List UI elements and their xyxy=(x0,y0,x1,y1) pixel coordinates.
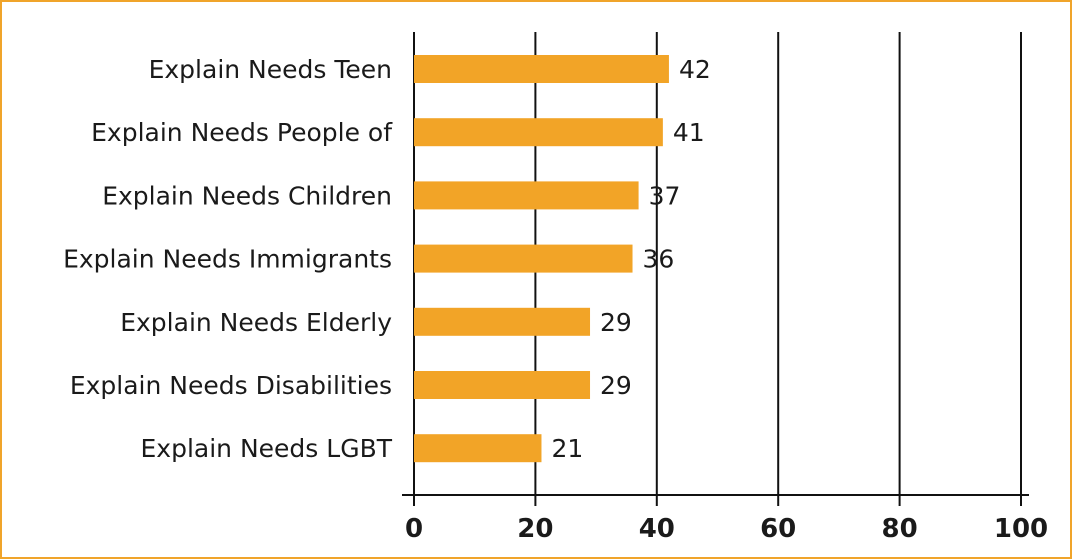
category-label-7: Explain Needs LGBT xyxy=(141,434,393,463)
bar-6 xyxy=(414,371,591,399)
x-tick-label-80: 80 xyxy=(882,514,918,544)
value-label-4: 36 xyxy=(643,245,675,274)
x-tick-label-100: 100 xyxy=(994,514,1048,544)
category-label-2: Explain Needs People of xyxy=(91,118,393,147)
category-labels: Explain Needs Teen Explain Needs People o… xyxy=(63,55,393,463)
value-label-2: 41 xyxy=(673,118,705,147)
category-label-4: Explain Needs Immigrants xyxy=(63,245,392,274)
bar-2 xyxy=(414,118,663,147)
x-axis: 0 20 40 60 80 100 xyxy=(402,494,1048,544)
value-label-6: 29 xyxy=(600,371,632,400)
x-tick-label-60: 60 xyxy=(760,514,796,544)
bar-4 xyxy=(414,244,633,273)
category-label-1: Explain Needs Teen xyxy=(149,55,392,84)
value-label-7: 21 xyxy=(551,434,583,463)
bar-5 xyxy=(414,307,591,336)
bars xyxy=(414,55,669,463)
value-label-3: 37 xyxy=(649,181,681,210)
bar-1 xyxy=(414,55,669,83)
gridlines xyxy=(413,32,1022,506)
value-labels: 42 41 37 36 29 29 21 xyxy=(551,55,710,463)
x-tick-label-0: 0 xyxy=(405,514,423,544)
category-label-3: Explain Needs Children xyxy=(102,181,392,210)
x-tick-label-20: 20 xyxy=(517,514,553,544)
bar-7 xyxy=(414,434,542,463)
value-label-1: 42 xyxy=(679,55,711,84)
bar-3 xyxy=(414,181,639,210)
category-label-6: Explain Needs Disabilities xyxy=(70,371,392,400)
category-label-5: Explain Needs Elderly xyxy=(120,308,392,337)
x-tick-label-40: 40 xyxy=(639,514,675,544)
value-label-5: 29 xyxy=(600,308,632,337)
